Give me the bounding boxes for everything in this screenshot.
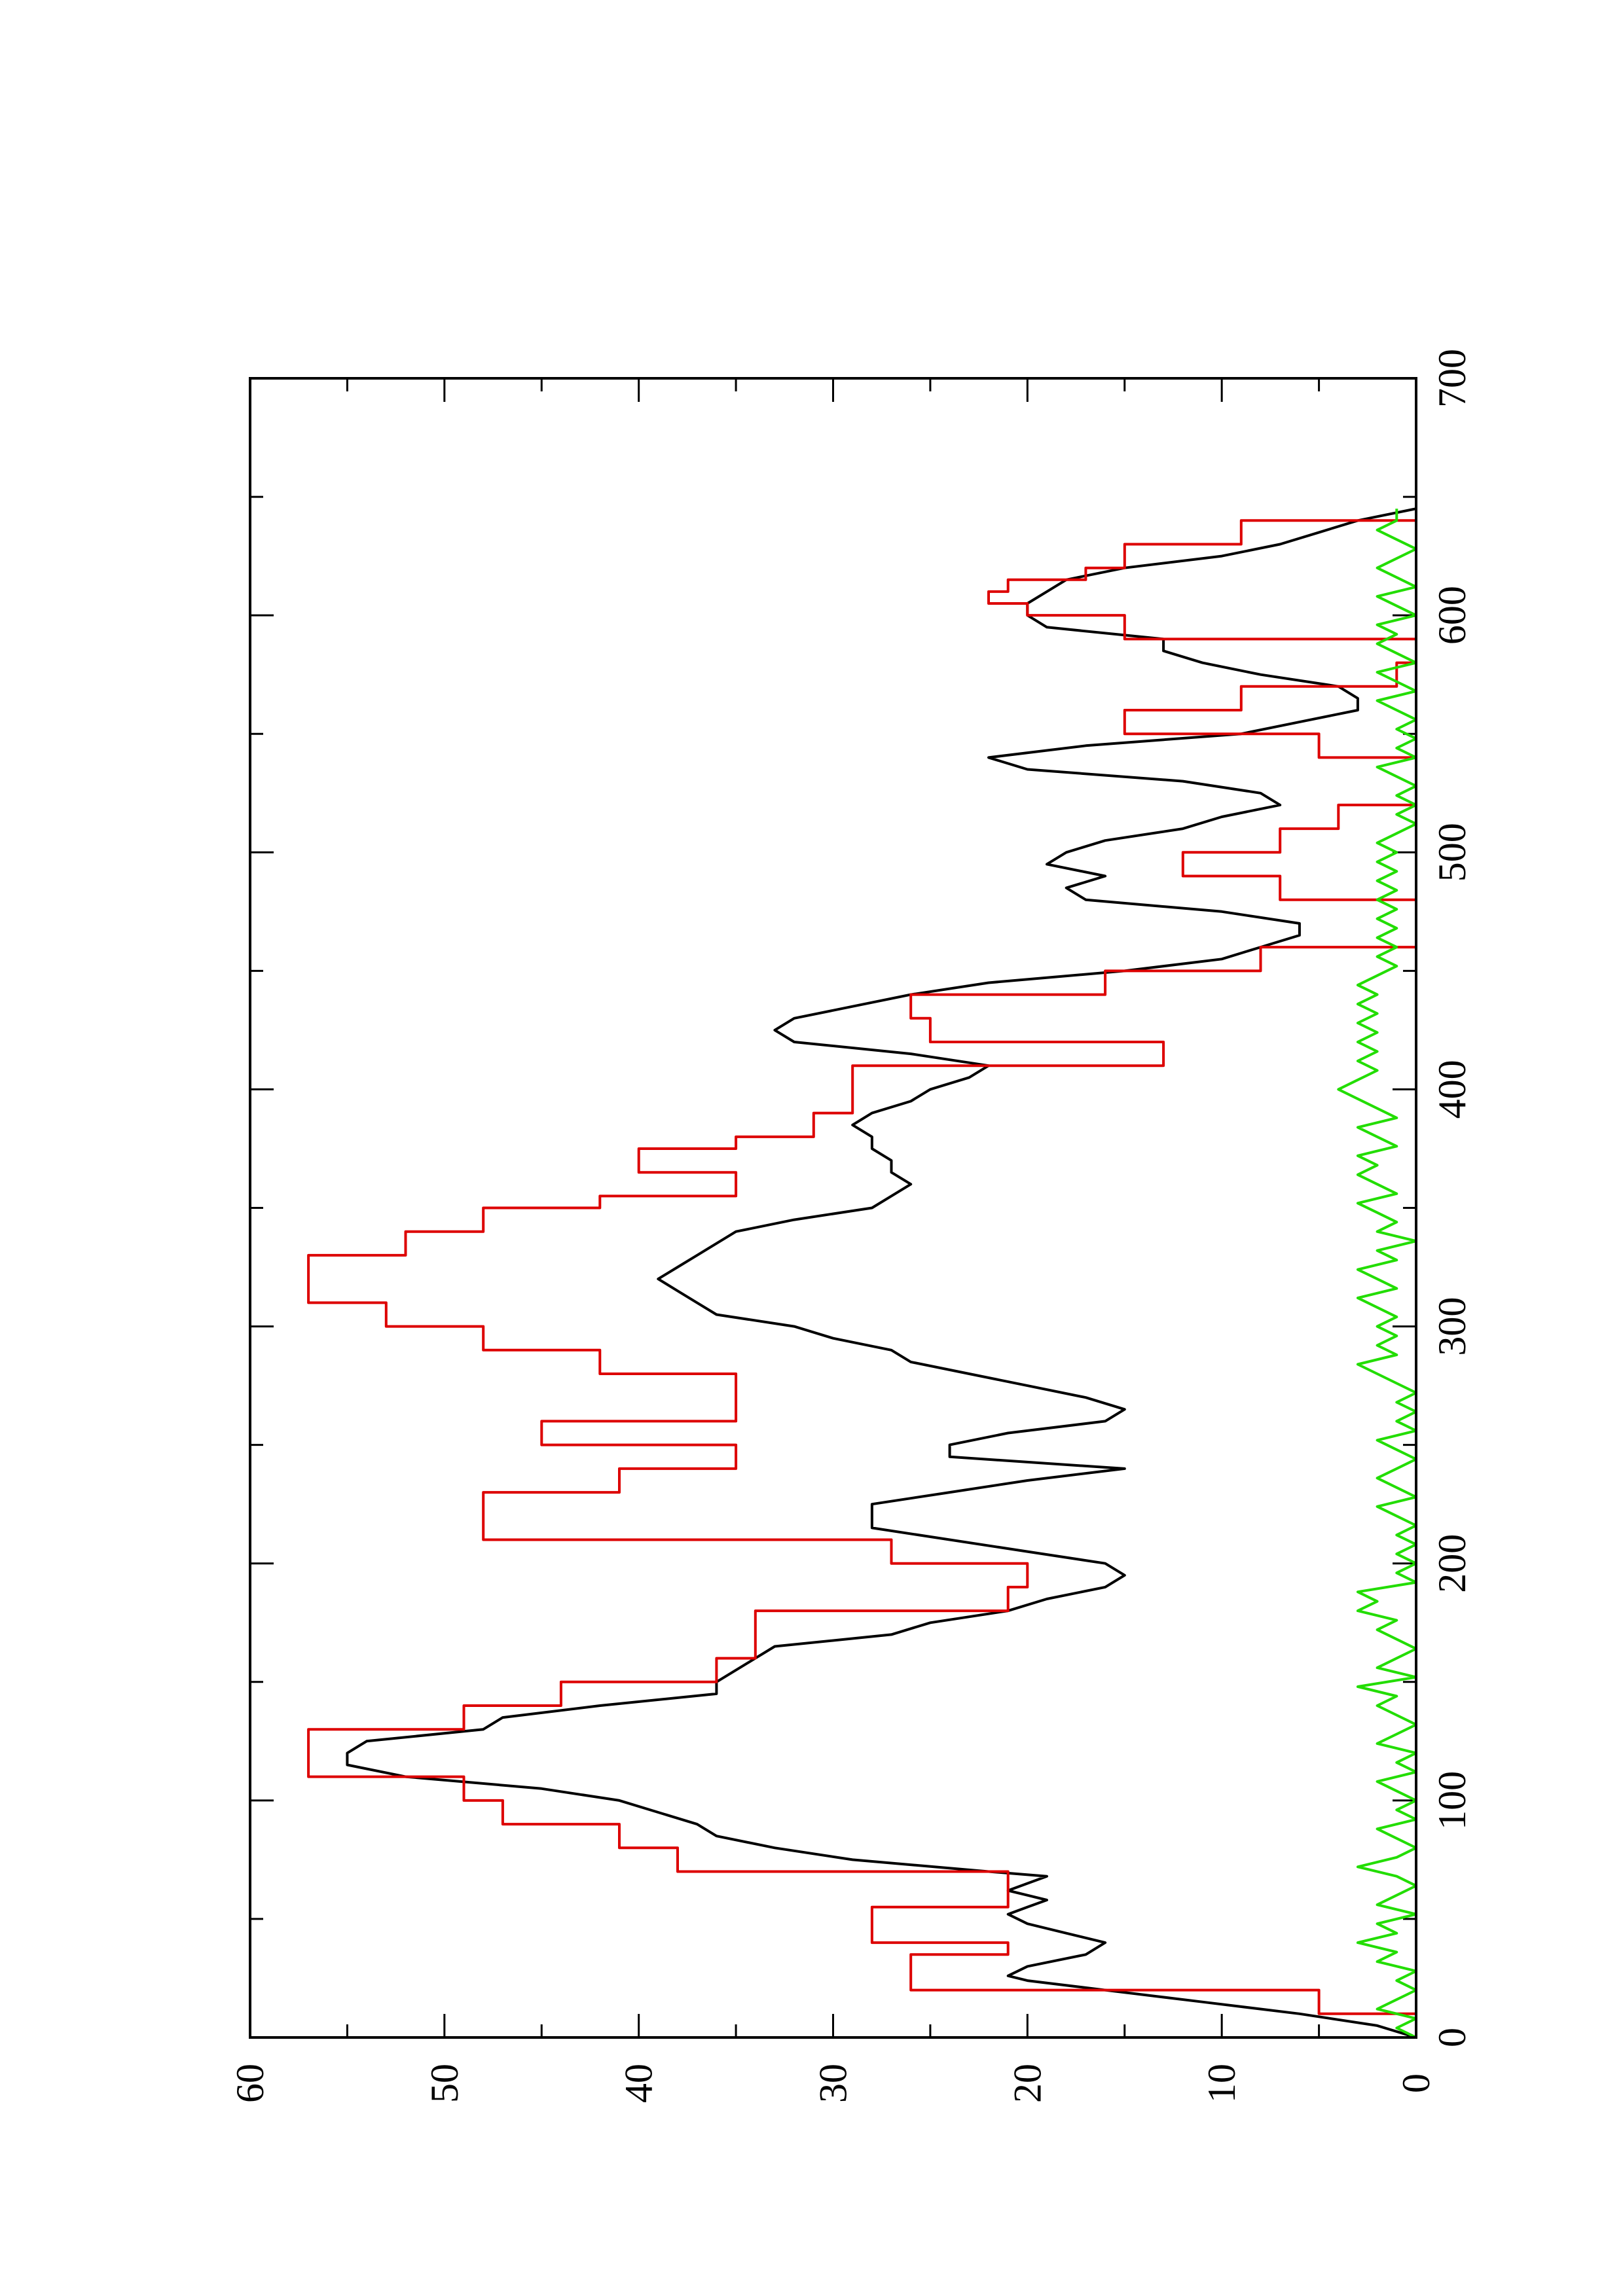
y-tick-label: 50 (423, 2064, 466, 2103)
x-tick-label: 0 (1431, 2028, 1474, 2047)
plot-frame (249, 377, 1417, 2039)
x-tick-label: 400 (1431, 1060, 1474, 1119)
y-tick-label: 10 (1200, 2064, 1243, 2103)
x-tick-label: 200 (1431, 1534, 1474, 1593)
series-line-1 (346, 507, 1417, 2039)
y-tick-label: 30 (812, 2064, 855, 2103)
series-line-2 (307, 509, 1417, 2037)
tick-labels: 0 100 200 300 400 500 600 700 0 10 20 30 40 50 60 (228, 349, 1474, 2103)
x-tick-label: 300 (1431, 1297, 1474, 1356)
series-line-3 (1337, 509, 1417, 2039)
x-tick-label: 700 (1431, 349, 1474, 408)
y-tick-label: 20 (1006, 2064, 1049, 2103)
x-tick-label: 500 (1431, 823, 1474, 882)
x-tick-label: 600 (1431, 586, 1474, 645)
y-tick-label: 60 (228, 2064, 272, 2103)
tick-marks (249, 377, 1417, 2039)
y-tick-label: 0 (1395, 2073, 1438, 2093)
y-tick-label: 40 (617, 2064, 661, 2103)
series-layer (307, 507, 1417, 2039)
x-tick-label: 100 (1431, 1771, 1474, 1830)
